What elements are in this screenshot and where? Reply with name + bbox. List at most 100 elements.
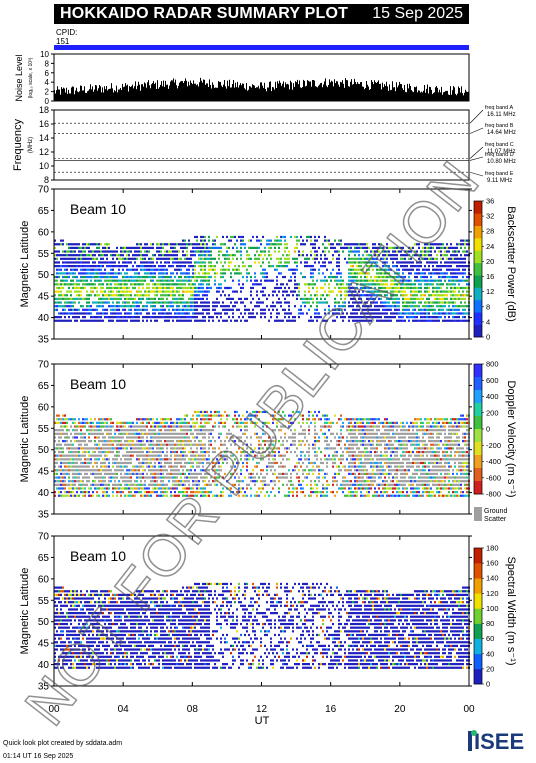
- scatter-cell: [176, 436, 178, 439]
- scatter-cell: [300, 308, 302, 311]
- scatter-cell: [386, 308, 388, 311]
- scatter-cell: [406, 265, 408, 268]
- scatter-cell: [400, 257, 402, 260]
- scatter-cell: [116, 461, 118, 465]
- scatter-cell: [162, 425, 164, 428]
- scatter-cell: [138, 450, 140, 454]
- scatter-cell: [202, 414, 204, 417]
- scatter-cell: [368, 290, 370, 293]
- scatter-cell: [298, 312, 300, 315]
- scatter-cell: [64, 305, 66, 308]
- scatter-cell: [214, 305, 216, 308]
- scatter-cell: [376, 268, 378, 271]
- scatter-cell: [202, 319, 204, 322]
- scatter-cell: [384, 272, 386, 275]
- scatter-cell: [438, 275, 440, 279]
- scatter-cell: [416, 290, 418, 293]
- scatter-cell: [152, 316, 154, 319]
- scatter-cell: [142, 418, 144, 421]
- frequency-ylabel-unit: (MHz): [28, 137, 34, 153]
- scatter-cell: [336, 294, 338, 297]
- scatter-cell: [192, 316, 194, 319]
- scatter-cell: [76, 432, 78, 435]
- scatter-cell: [288, 301, 290, 304]
- scatter-cell: [250, 246, 252, 249]
- scatter-cell: [90, 290, 92, 293]
- scatter-cell: [148, 257, 150, 260]
- scatter-cell: [428, 305, 430, 308]
- scatter-cell: [146, 275, 148, 279]
- scatter-cell: [418, 254, 420, 257]
- scatter-cell: [166, 469, 168, 472]
- scatter-cell: [206, 301, 208, 304]
- scatter-cell: [222, 268, 224, 271]
- scatter-cell: [186, 469, 188, 472]
- scatter-cell: [338, 312, 340, 315]
- scatter-cell: [376, 316, 378, 319]
- scatter-cell: [136, 480, 138, 483]
- scatter-cell: [168, 279, 170, 282]
- scatter-cell: [80, 246, 82, 249]
- scatter-cell: [116, 476, 118, 479]
- scatter-cell: [298, 283, 300, 286]
- scatter-cell: [94, 487, 96, 490]
- scatter-cell: [152, 418, 154, 421]
- scatter-cell: [198, 294, 200, 297]
- scatter-cell: [356, 272, 358, 275]
- scatter-cell: [102, 250, 104, 253]
- scatter-cell: [94, 250, 96, 253]
- scatter-cell: [68, 461, 70, 465]
- scatter-cell: [86, 308, 88, 311]
- scatter-cell: [148, 469, 150, 472]
- scatter-cell: [82, 312, 84, 315]
- scatter-cell: [206, 243, 208, 246]
- scatter-cell: [336, 275, 338, 279]
- scatter-cell: [108, 443, 110, 446]
- scatter-cell: [376, 250, 378, 253]
- scatter-cell: [182, 305, 184, 308]
- scatter-cell: [96, 476, 98, 479]
- scatter-cell: [246, 257, 248, 260]
- scatter-cell: [158, 265, 160, 268]
- scatter-cell: [72, 268, 74, 271]
- scatter-cell: [388, 250, 390, 253]
- scatter-cell: [208, 261, 210, 264]
- scatter-cell: [182, 261, 184, 264]
- scatter-cell: [124, 305, 126, 308]
- scatter-cell: [200, 454, 202, 457]
- scatter-cell: [62, 279, 64, 282]
- scatter-cell: [54, 461, 56, 465]
- scatter-cell: [196, 476, 198, 479]
- colorbar-tick-label: 28: [486, 227, 494, 236]
- scatter-cell: [188, 261, 190, 264]
- scatter-cell: [182, 254, 184, 257]
- scatter-cell: [230, 286, 232, 290]
- scatter-cell: [382, 286, 384, 290]
- scatter-cell: [74, 472, 76, 475]
- scatter-cell: [190, 418, 192, 421]
- scatter-cell: [364, 243, 366, 246]
- scatter-cell: [182, 494, 184, 497]
- scatter-cell: [82, 272, 84, 275]
- scatter-cell: [78, 272, 80, 275]
- scatter-cell: [364, 319, 366, 322]
- scatter-cell: [410, 279, 412, 282]
- scatter-cell: [216, 297, 218, 300]
- frequency-ytick-label: 16: [39, 119, 49, 129]
- scatter-cell: [196, 290, 198, 293]
- scatter-cell: [146, 283, 148, 286]
- scatter-cell: [100, 312, 102, 315]
- scatter-cell: [122, 316, 124, 319]
- plot-title: HOKKAIDO RADAR SUMMARY PLOT: [60, 5, 349, 22]
- scatter-cell: [116, 246, 118, 249]
- scatter-cell: [178, 301, 180, 304]
- scatter-cell: [170, 425, 172, 428]
- scatter-cell: [222, 454, 224, 457]
- scatter-cell: [106, 418, 108, 421]
- scatter-cell: [216, 272, 218, 275]
- scatter-cell: [434, 297, 436, 300]
- scatter-cell: [184, 243, 186, 246]
- scatter-cell: [262, 235, 264, 239]
- scatter-cell: [356, 301, 358, 304]
- scatter-cell: [212, 480, 214, 483]
